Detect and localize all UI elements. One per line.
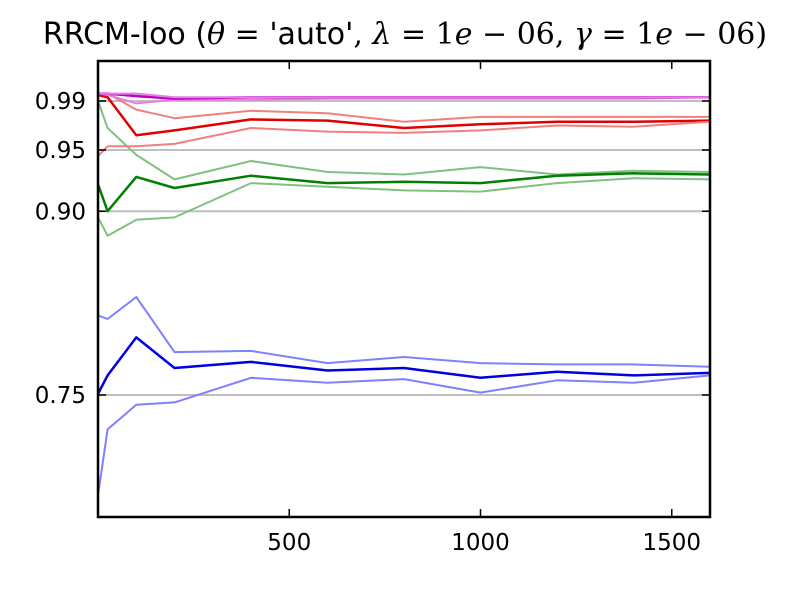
chart-title: RRCM-loo (θ = 'auto', λ = 1e − 06, γ = 1… bbox=[43, 17, 767, 52]
title-gamma-value-e: e bbox=[655, 17, 673, 52]
title-theta-value: 'auto' bbox=[269, 17, 353, 52]
y-tick-label: 0.95 bbox=[35, 138, 86, 164]
title-lambda-value-e: e bbox=[455, 17, 473, 52]
title-lambda-value-exponent: − 06 bbox=[473, 17, 555, 52]
axes bbox=[96, 59, 712, 519]
x-tick-label: 500 bbox=[267, 530, 311, 556]
x-tick-label: 1000 bbox=[451, 530, 510, 556]
title-gamma-symbol: γ bbox=[574, 17, 592, 52]
series-line bbox=[98, 92, 710, 99]
y-tick-label: 0.75 bbox=[35, 383, 86, 409]
series-line bbox=[97, 120, 711, 157]
series-line bbox=[97, 374, 711, 496]
series-line bbox=[97, 296, 711, 368]
title-lambda-symbol: λ bbox=[371, 17, 391, 52]
title-prefix: RRCM-loo ( bbox=[43, 17, 207, 52]
y-axis-ticks: 0.75 0.90 0.95 0.99 bbox=[35, 89, 710, 409]
title-suffix: ) bbox=[755, 17, 767, 52]
x-axis-ticks: 500 1000 1500 bbox=[267, 61, 701, 556]
series-lines bbox=[96, 92, 711, 496]
x-tick-label: 1500 bbox=[642, 530, 701, 556]
reference-lines bbox=[98, 100, 710, 396]
title-separator-2: , bbox=[555, 17, 574, 52]
series-line bbox=[97, 92, 710, 123]
title-lambda-equals: = bbox=[391, 17, 435, 52]
series-line bbox=[97, 177, 711, 237]
y-tick-label: 0.90 bbox=[35, 199, 86, 225]
title-lambda-value-mantissa: 1 bbox=[436, 17, 455, 52]
series-line bbox=[97, 92, 711, 105]
title-separator-1: , bbox=[353, 17, 372, 52]
title-gamma-value-mantissa: 1 bbox=[636, 17, 655, 52]
title-gamma-value-exponent: − 06 bbox=[673, 17, 755, 52]
series-line bbox=[96, 172, 711, 213]
title-gamma-equals: = bbox=[592, 17, 636, 52]
y-tick-label: 0.99 bbox=[35, 89, 86, 115]
plot-frame bbox=[96, 59, 712, 519]
series-line bbox=[96, 336, 711, 395]
series-line bbox=[97, 93, 711, 137]
title-theta-symbol: θ bbox=[207, 17, 225, 52]
title-theta-equals: = bbox=[225, 17, 269, 52]
